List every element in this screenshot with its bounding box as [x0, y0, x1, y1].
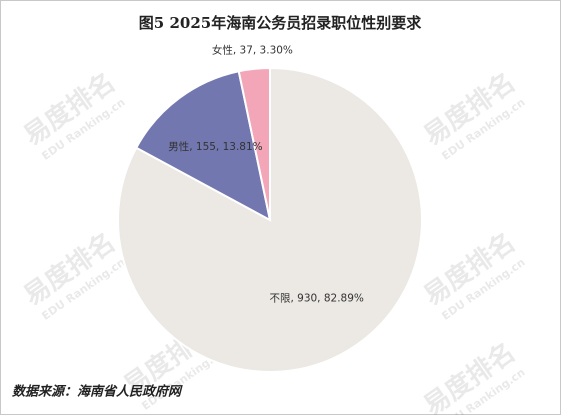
- source: 数据来源：海南省人民政府网: [12, 384, 183, 400]
- chart-title: 图5 2025年海南公务员招录职位性别要求: [139, 14, 422, 32]
- pie-slice: [237, 66, 271, 221]
- data-label: 不限, 930, 82.89%: [269, 292, 363, 304]
- data-label: 男性, 155, 13.81%: [168, 140, 262, 153]
- pie-slice: [134, 70, 272, 222]
- data-label: 女性, 37, 3.30%: [212, 44, 293, 57]
- pie: [117, 66, 423, 373]
